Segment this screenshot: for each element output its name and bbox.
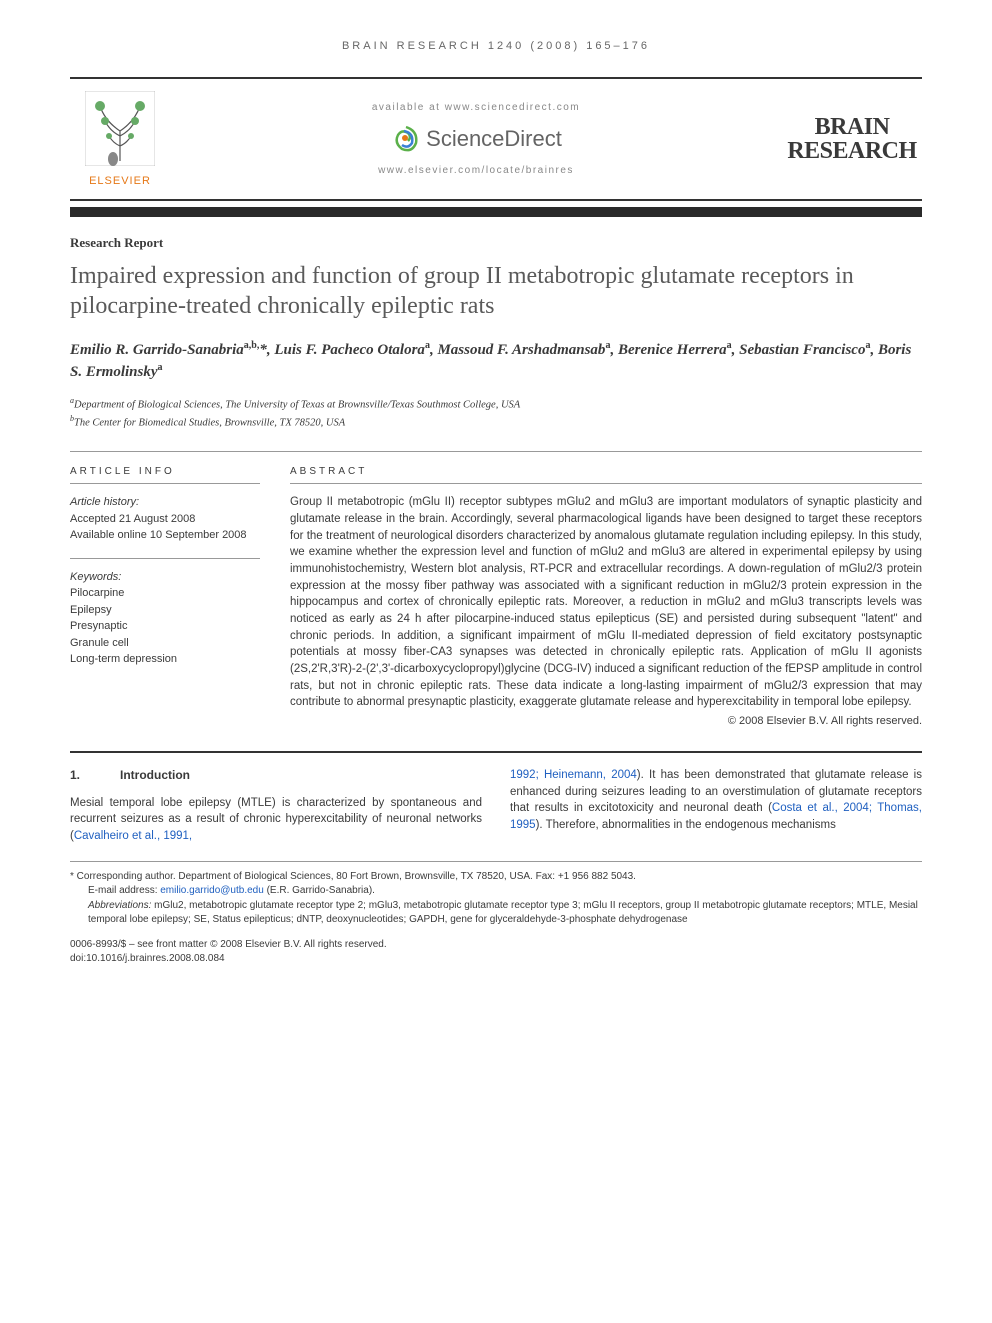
body-separator xyxy=(70,751,922,753)
email-tail: (E.R. Garrido-Sanabria). xyxy=(264,885,375,896)
abstract: ABSTRACT Group II metabotropic (mGlu II)… xyxy=(290,466,922,727)
intro-para-right: 1992; Heinemann, 2004). It has been demo… xyxy=(510,767,922,834)
intro-text-2b: ). Therefore, abnormalities in the endog… xyxy=(536,819,836,831)
elsevier-label: ELSEVIER xyxy=(70,175,170,187)
section-heading: 1.Introduction xyxy=(70,767,482,784)
abstract-body: Group II metabotropic (mGlu II) receptor… xyxy=(290,494,922,711)
front-matter-line: 0006-8993/$ – see front matter © 2008 El… xyxy=(70,938,922,952)
abbrev-label: Abbreviations: xyxy=(88,900,154,911)
info-divider xyxy=(70,558,260,559)
journal-name-line1: BRAIN xyxy=(782,115,922,139)
publisher-logo-block: ELSEVIER xyxy=(70,91,170,187)
sd-swirl-icon xyxy=(390,123,422,155)
email-label: E-mail address: xyxy=(88,885,160,896)
citation-link[interactable]: Cavalheiro et al., 1991, xyxy=(74,830,192,842)
keywords-list: PilocarpineEpilepsyPresynapticGranule ce… xyxy=(70,585,260,668)
abstract-copyright: © 2008 Elsevier B.V. All rights reserved… xyxy=(290,715,922,727)
affiliations: aDepartment of Biological Sciences, The … xyxy=(70,395,922,431)
keyword-item: Granule cell xyxy=(70,635,260,652)
keywords-block: Keywords: PilocarpineEpilepsyPresynaptic… xyxy=(70,569,260,668)
history-label: Article history: xyxy=(70,494,260,511)
doi-line: doi:10.1016/j.brainres.2008.08.084 xyxy=(70,952,922,966)
keyword-item: Pilocarpine xyxy=(70,585,260,602)
affiliation-b: The Center for Biomedical Studies, Brown… xyxy=(74,418,345,429)
article-info: ARTICLE INFO Article history: Accepted 2… xyxy=(70,466,260,727)
header-rule xyxy=(70,207,922,217)
info-abstract-row: ARTICLE INFO Article history: Accepted 2… xyxy=(70,451,922,727)
article-type: Research Report xyxy=(70,235,922,251)
article-info-head: ARTICLE INFO xyxy=(70,466,260,484)
sd-text: ScienceDirect xyxy=(426,126,562,152)
email-link[interactable]: emilio.garrido@utb.edu xyxy=(160,885,264,896)
citation-link[interactable]: 1992; Heinemann, 2004 xyxy=(510,769,637,781)
keyword-item: Presynaptic xyxy=(70,618,260,635)
footer: 0006-8993/$ – see front matter © 2008 El… xyxy=(70,938,922,966)
header-center: available at www.sciencedirect.com Scien… xyxy=(170,102,782,176)
intro-para-left: Mesial temporal lobe epilepsy (MTLE) is … xyxy=(70,795,482,845)
journal-title-block: BRAIN RESEARCH xyxy=(782,115,922,163)
section-title: Introduction xyxy=(120,768,190,782)
available-line: available at www.sciencedirect.com xyxy=(170,102,782,113)
article-history: Article history: Accepted 21 August 2008… xyxy=(70,494,260,544)
accepted-date: Accepted 21 August 2008 xyxy=(70,511,260,528)
column-right: 1992; Heinemann, 2004). It has been demo… xyxy=(510,767,922,844)
footnotes: * Corresponding author. Department of Bi… xyxy=(70,861,922,928)
keywords-label: Keywords: xyxy=(70,569,260,586)
column-left: 1.Introduction Mesial temporal lobe epil… xyxy=(70,767,482,844)
keyword-item: Epilepsy xyxy=(70,602,260,619)
keyword-item: Long-term depression xyxy=(70,651,260,668)
authors: Emilio R. Garrido-Sanabriaa,b,*, Luis F.… xyxy=(70,339,922,383)
sciencedirect-logo: ScienceDirect xyxy=(170,123,782,155)
body-columns: 1.Introduction Mesial temporal lobe epil… xyxy=(70,767,922,844)
running-head: BRAIN RESEARCH 1240 (2008) 165–176 xyxy=(70,40,922,52)
article-title: Impaired expression and function of grou… xyxy=(70,261,922,321)
corresponding-author: * Corresponding author. Department of Bi… xyxy=(70,870,922,885)
abbreviations: Abbreviations: mGlu2, metabotropic gluta… xyxy=(70,899,922,928)
elsevier-tree-icon xyxy=(85,91,155,166)
journal-header: ELSEVIER available at www.sciencedirect.… xyxy=(70,77,922,201)
affiliation-a: Department of Biological Sciences, The U… xyxy=(74,400,520,411)
abstract-head: ABSTRACT xyxy=(290,466,922,484)
online-date: Available online 10 September 2008 xyxy=(70,527,260,544)
journal-name-line2: RESEARCH xyxy=(782,139,922,163)
abbrev-text: mGlu2, metabotropic glutamate receptor t… xyxy=(88,900,918,926)
journal-url: www.elsevier.com/locate/brainres xyxy=(170,165,782,176)
section-number: 1. xyxy=(70,767,120,784)
email-line: E-mail address: emilio.garrido@utb.edu (… xyxy=(70,884,922,899)
